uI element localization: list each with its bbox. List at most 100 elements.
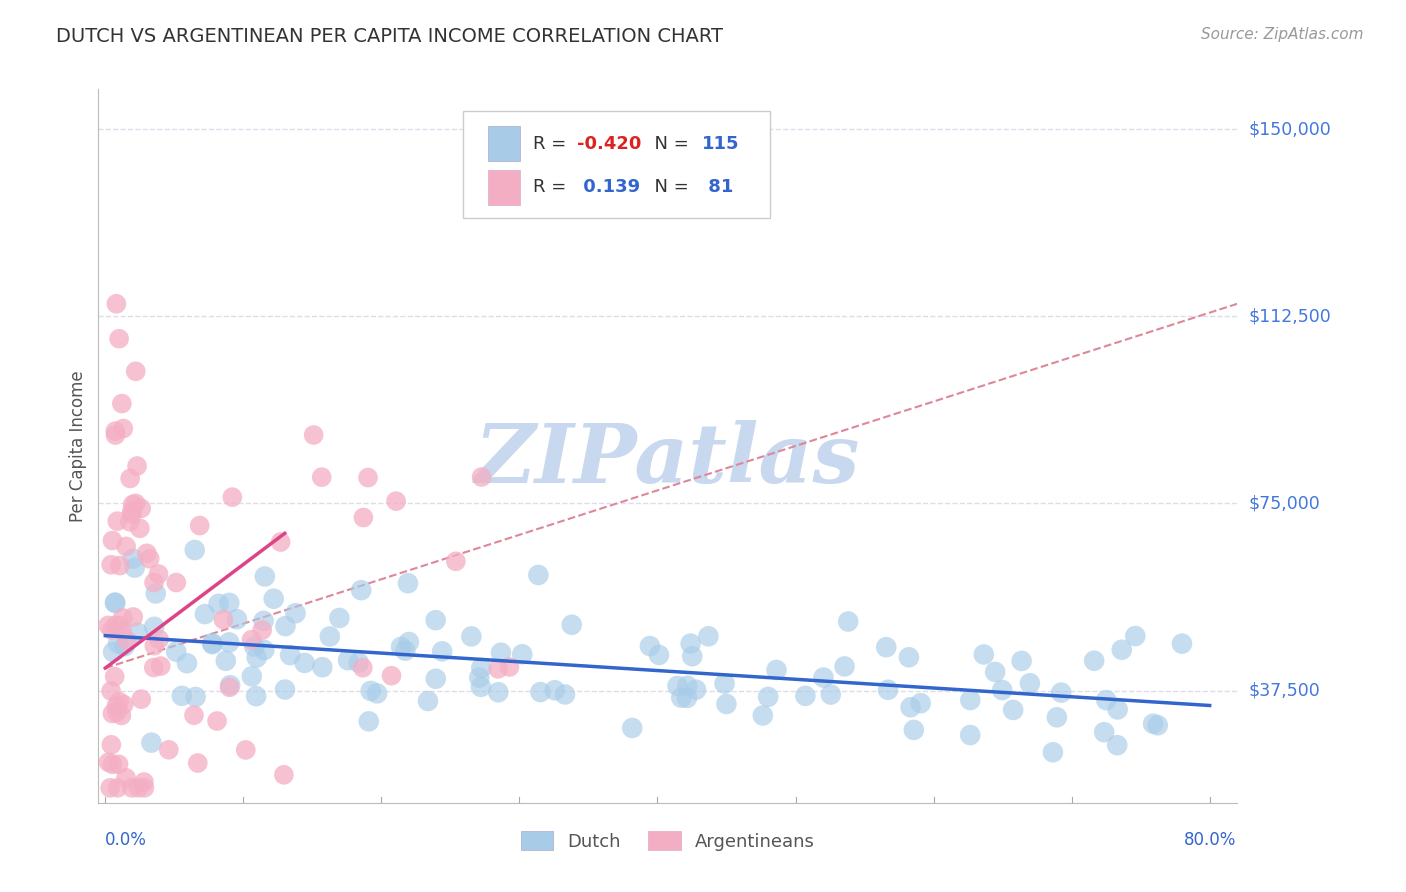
Point: [101, 645, 124, 659]
Point: [170, 689, 193, 703]
Point: [837, 615, 859, 629]
Point: [263, 591, 285, 606]
Point: [138, 551, 160, 566]
Point: [544, 683, 567, 698]
Point: [107, 780, 129, 795]
Point: [143, 639, 166, 653]
Point: [184, 690, 207, 704]
Point: [101, 757, 124, 772]
Point: [149, 659, 172, 673]
Point: [127, 625, 149, 640]
Point: [1146, 718, 1168, 732]
Point: [648, 648, 671, 662]
Point: [676, 690, 699, 705]
Point: [194, 607, 217, 621]
Point: [143, 620, 166, 634]
Point: [284, 607, 307, 621]
Point: [218, 596, 240, 610]
Point: [713, 676, 735, 690]
Point: [959, 693, 981, 707]
Text: $75,000: $75,000: [1249, 494, 1320, 512]
Point: [432, 644, 454, 658]
Point: [274, 619, 297, 633]
Point: [498, 660, 520, 674]
Point: [765, 663, 787, 677]
Point: [302, 428, 325, 442]
Point: [104, 596, 127, 610]
Point: [188, 518, 211, 533]
Point: [877, 682, 900, 697]
Point: [903, 723, 925, 737]
Point: [129, 692, 152, 706]
Point: [104, 618, 127, 632]
Point: [396, 576, 419, 591]
Point: [716, 697, 738, 711]
Text: $112,500: $112,500: [1249, 307, 1331, 326]
Point: [118, 515, 141, 529]
Point: [274, 682, 297, 697]
FancyBboxPatch shape: [488, 169, 520, 205]
Point: [219, 678, 242, 692]
Point: [350, 583, 373, 598]
Point: [900, 700, 922, 714]
Point: [253, 569, 276, 583]
Point: [132, 775, 155, 789]
Point: [142, 660, 165, 674]
Point: [444, 554, 467, 568]
Point: [97, 618, 120, 632]
Point: [253, 643, 276, 657]
Text: R =: R =: [533, 178, 572, 196]
Point: [101, 623, 124, 637]
Point: [115, 540, 138, 554]
Legend: Dutch, Argentineans: Dutch, Argentineans: [513, 824, 823, 858]
Point: [128, 521, 150, 535]
Point: [273, 768, 295, 782]
Text: 0.0%: 0.0%: [105, 830, 148, 848]
Point: [100, 738, 122, 752]
Text: Source: ZipAtlas.com: Source: ZipAtlas.com: [1201, 27, 1364, 42]
Point: [143, 575, 166, 590]
Point: [561, 617, 583, 632]
Point: [201, 636, 224, 650]
Point: [240, 669, 263, 683]
Point: [114, 639, 136, 653]
Point: [1107, 702, 1129, 716]
Point: [148, 567, 170, 582]
Point: [98, 780, 121, 795]
Point: [337, 653, 360, 667]
Point: [165, 575, 187, 590]
Point: [105, 706, 128, 720]
Point: [212, 613, 235, 627]
Point: [165, 645, 187, 659]
Point: [697, 629, 720, 643]
Point: [352, 510, 374, 524]
Point: [328, 611, 350, 625]
Point: [278, 648, 301, 662]
Point: [112, 421, 135, 435]
Point: [111, 624, 134, 638]
Point: [357, 470, 380, 484]
Point: [671, 690, 693, 705]
Text: -0.420: -0.420: [576, 135, 641, 153]
Y-axis label: Per Capita Income: Per Capita Income: [69, 370, 87, 522]
Point: [97, 756, 120, 770]
Point: [121, 508, 143, 522]
Point: [984, 665, 1007, 679]
Point: [134, 780, 156, 795]
Point: [100, 684, 122, 698]
Point: [125, 458, 148, 473]
Point: [1083, 654, 1105, 668]
Point: [235, 743, 257, 757]
Text: N =: N =: [643, 178, 695, 196]
Point: [121, 504, 143, 518]
Point: [380, 668, 402, 682]
Point: [1142, 716, 1164, 731]
Point: [470, 680, 492, 694]
Point: [1171, 637, 1194, 651]
Point: [1019, 676, 1042, 690]
Point: [111, 396, 134, 410]
Point: [1107, 738, 1129, 752]
Point: [1111, 642, 1133, 657]
Point: [187, 756, 209, 770]
Point: [425, 672, 447, 686]
